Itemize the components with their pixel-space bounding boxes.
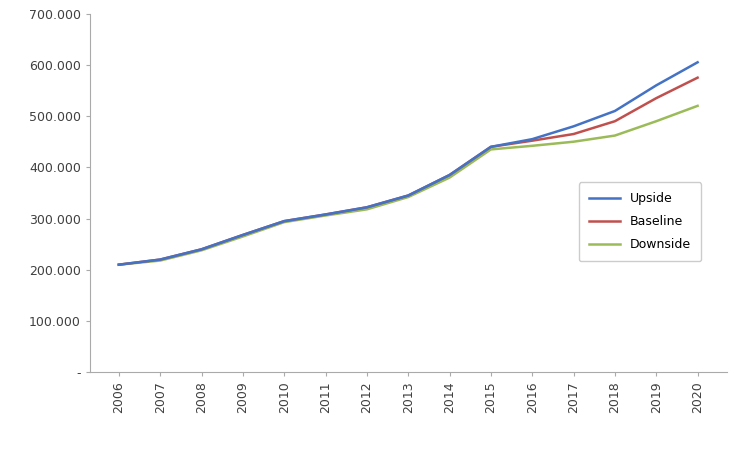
Upside — [528, 136, 537, 142]
Upside — [693, 59, 702, 65]
Downside — [115, 262, 124, 267]
Baseline — [693, 75, 702, 80]
Baseline — [279, 218, 288, 224]
Upside — [404, 193, 413, 198]
Upside — [238, 232, 247, 238]
Downside — [279, 219, 288, 225]
Baseline — [445, 172, 454, 178]
Upside — [321, 212, 330, 217]
Baseline — [404, 193, 413, 198]
Upside — [115, 262, 124, 267]
Line: Upside: Upside — [119, 62, 697, 265]
Baseline — [363, 205, 372, 210]
Downside — [528, 143, 537, 148]
Downside — [652, 118, 661, 124]
Baseline — [238, 232, 247, 238]
Upside — [445, 172, 454, 178]
Downside — [569, 139, 578, 144]
Downside — [197, 247, 206, 253]
Downside — [156, 258, 165, 263]
Line: Downside: Downside — [119, 106, 697, 265]
Downside — [610, 133, 619, 138]
Baseline — [115, 262, 124, 267]
Downside — [404, 194, 413, 200]
Legend: Upside, Baseline, Downside: Upside, Baseline, Downside — [579, 182, 701, 261]
Downside — [321, 213, 330, 218]
Upside — [363, 205, 372, 210]
Downside — [693, 103, 702, 109]
Baseline — [156, 257, 165, 262]
Baseline — [652, 95, 661, 101]
Downside — [363, 207, 372, 212]
Upside — [610, 108, 619, 114]
Downside — [445, 175, 454, 180]
Downside — [238, 234, 247, 239]
Upside — [652, 83, 661, 88]
Upside — [197, 247, 206, 252]
Baseline — [610, 118, 619, 124]
Upside — [156, 257, 165, 262]
Baseline — [569, 131, 578, 137]
Baseline — [528, 138, 537, 143]
Upside — [486, 144, 495, 149]
Baseline — [486, 144, 495, 149]
Baseline — [197, 247, 206, 252]
Baseline — [321, 212, 330, 217]
Upside — [569, 123, 578, 129]
Line: Baseline: Baseline — [119, 78, 697, 265]
Upside — [279, 218, 288, 224]
Downside — [486, 147, 495, 152]
